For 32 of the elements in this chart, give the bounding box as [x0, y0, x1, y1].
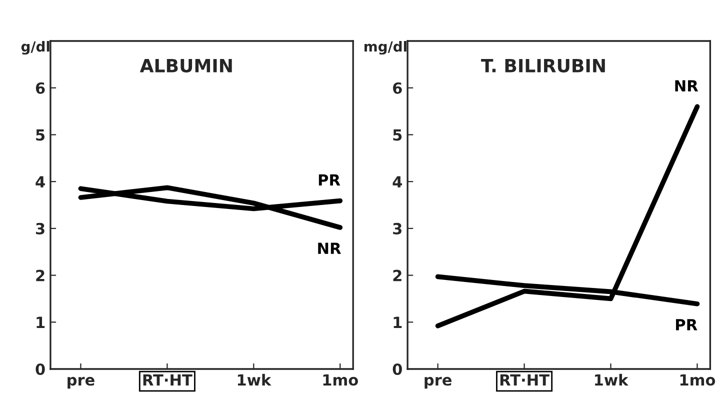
y-tick-label: 2: [36, 270, 44, 282]
y-axis-title: g/dl: [21, 41, 50, 55]
y-axis-title: mg/dl: [364, 41, 406, 55]
series-label: NR: [675, 80, 698, 92]
y-tick-label: 2: [393, 270, 402, 282]
y-tick-label: 3: [36, 222, 44, 234]
x-tick-label: 1mo: [323, 374, 358, 386]
x-tick-label: RT·HT: [500, 374, 550, 386]
y-tick-label: 1: [394, 316, 402, 328]
y-tick-label: 1: [36, 316, 45, 328]
x-tick-label: pre: [68, 376, 94, 389]
y-tick-label: 6: [393, 82, 402, 94]
line-series: [78, 185, 343, 230]
x-tick-label: pre: [424, 376, 452, 389]
x-tick-label: 1wk: [595, 374, 628, 386]
y-tick-label: 5: [36, 129, 45, 141]
text: T. BILIRUBIN: [481, 59, 605, 72]
y-tick-label: 6: [36, 82, 45, 94]
series-label: NR: [318, 242, 341, 254]
series-label: PR: [676, 319, 698, 330]
y-tick-label: 0: [36, 363, 45, 376]
y-tick-label: 0: [392, 363, 402, 376]
y-tick-label: 5: [393, 129, 402, 141]
y-tick-label: 4: [36, 176, 45, 188]
x-tick-label: RT·HT: [143, 374, 192, 386]
y-tick-label: 4: [392, 176, 402, 188]
line-series: [435, 104, 700, 328]
text: ALBUMIN: [140, 59, 232, 72]
y-tick-label: 3: [393, 222, 402, 234]
x-tick-label: 1wk: [238, 374, 272, 386]
series-label: PR: [318, 174, 340, 186]
x-tick-label: 1mo: [680, 374, 716, 386]
